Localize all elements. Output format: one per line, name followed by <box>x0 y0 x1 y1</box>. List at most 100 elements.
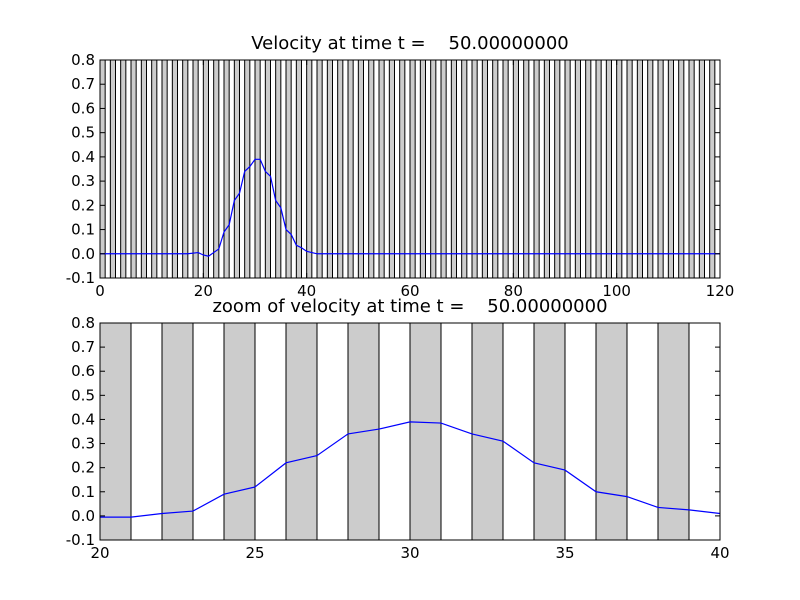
background-band <box>120 59 127 279</box>
background-band <box>192 59 199 279</box>
background-band <box>223 322 256 541</box>
background-band <box>450 59 458 279</box>
background-band <box>409 322 442 541</box>
y-tick-label: 0.1 <box>71 221 95 239</box>
background-band <box>554 59 561 279</box>
background-band <box>388 59 396 279</box>
background-band <box>419 59 427 279</box>
background-band <box>213 59 220 279</box>
y-tick-label: 0.0 <box>71 245 95 263</box>
background-band <box>264 59 272 279</box>
x-tick-label: 100 <box>602 282 631 300</box>
background-band <box>151 59 158 279</box>
chart-title: zoom of velocity at time t = 50.00000000 <box>212 296 607 317</box>
background-band <box>667 59 674 279</box>
background-band <box>316 59 323 279</box>
background-band <box>130 59 137 279</box>
background-band <box>471 59 478 279</box>
band-group <box>99 59 716 279</box>
background-band <box>109 59 117 279</box>
y-tick-label: 0.4 <box>71 148 95 166</box>
velocity-series-line <box>100 158 720 257</box>
background-band <box>492 59 499 279</box>
background-band <box>440 59 447 279</box>
y-tick-label: -0.1 <box>66 531 95 549</box>
y-tick-label: 0.7 <box>71 75 95 93</box>
background-band <box>657 59 664 279</box>
y-tick-label: 0.5 <box>71 386 95 404</box>
background-band <box>171 59 178 279</box>
background-band <box>409 59 416 279</box>
x-tick-label: 40 <box>297 282 316 300</box>
background-band <box>533 59 540 279</box>
background-band <box>161 322 194 541</box>
x-tick-label: 20 <box>194 282 213 300</box>
background-band <box>285 59 292 279</box>
background-band <box>233 59 240 279</box>
background-band <box>636 59 643 279</box>
background-band <box>512 59 519 279</box>
background-band <box>595 322 628 541</box>
background-band <box>254 59 261 279</box>
background-band <box>99 59 106 279</box>
background-band <box>564 59 571 279</box>
background-band <box>709 59 716 279</box>
y-tick-label: 0.5 <box>71 124 95 142</box>
x-tick-label: 80 <box>504 282 523 300</box>
background-band <box>223 59 230 279</box>
y-tick-label: 0.8 <box>71 314 95 332</box>
background-band <box>99 322 132 541</box>
x-tick-label: 0 <box>95 282 105 300</box>
background-band <box>430 59 437 279</box>
background-band <box>337 59 344 279</box>
x-tick-label: 120 <box>706 282 735 300</box>
background-band <box>698 59 705 279</box>
x-tick-label: 60 <box>400 282 419 300</box>
background-band <box>626 59 633 279</box>
x-tick-label: 40 <box>710 544 729 562</box>
background-band <box>471 322 504 541</box>
y-tick-label: 0.6 <box>71 362 95 380</box>
y-tick-label: 0.4 <box>71 410 95 428</box>
y-tick-label: 0.8 <box>71 51 95 69</box>
background-band <box>616 59 623 279</box>
chart-panel-2: 20 25 30 35 40 -0.1 0.0 0.1 0.2 0.3 0.4 0.5 0.6 0.7 0.… <box>66 296 730 562</box>
background-band <box>657 322 690 541</box>
background-band <box>161 59 168 279</box>
background-band <box>461 59 468 279</box>
y-tick-label: 0.1 <box>71 483 95 501</box>
y-tick-label: 0.2 <box>71 459 95 477</box>
background-band <box>533 322 566 541</box>
x-tick-label: 25 <box>245 544 264 562</box>
background-band <box>368 59 375 279</box>
background-band <box>585 59 592 279</box>
background-band <box>688 59 695 279</box>
background-band <box>202 59 209 279</box>
background-band <box>481 59 489 279</box>
background-band <box>678 59 685 279</box>
background-band <box>502 59 509 279</box>
background-band <box>326 59 334 279</box>
y-tick-label: 0.3 <box>71 172 95 190</box>
chart-panel-1: 0 20 40 60 80 100 120 -0.1 0.0 0.1 0.2 0.3 0.4 0.5 0.6… <box>66 33 735 300</box>
background-band <box>357 59 365 279</box>
y-tick-label: 0.0 <box>71 507 95 525</box>
chart-title: Velocity at time t = 50.00000000 <box>251 33 569 54</box>
y-tick-label: 0.7 <box>71 338 95 356</box>
background-band <box>647 59 654 279</box>
x-tick-label: 30 <box>400 544 419 562</box>
x-tick-label: 20 <box>90 544 109 562</box>
y-tick-label: 0.6 <box>71 99 95 117</box>
background-band <box>543 59 550 279</box>
background-band <box>605 59 612 279</box>
y-tick-label: -0.1 <box>66 269 95 287</box>
velocity-series-line <box>100 421 721 518</box>
background-band <box>285 322 318 541</box>
background-band <box>347 59 354 279</box>
background-band <box>140 59 147 279</box>
x-tick-label: 35 <box>555 544 574 562</box>
band-group <box>99 322 690 541</box>
background-band <box>306 59 313 279</box>
background-band <box>523 59 530 279</box>
